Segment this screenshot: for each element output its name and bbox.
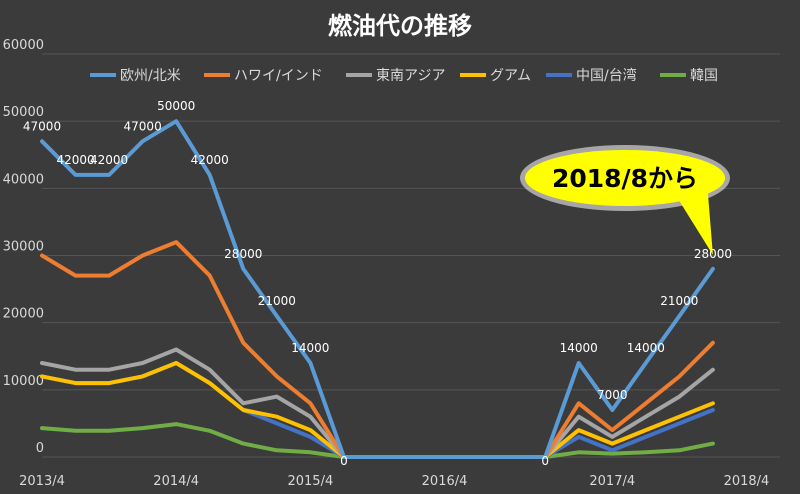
y-tick-label: 0 xyxy=(36,441,44,456)
y-tick-label: 60000 xyxy=(3,38,44,53)
legend-label: グアム xyxy=(490,68,531,84)
data-label: 21000 xyxy=(660,294,698,308)
data-label: 14000 xyxy=(291,341,329,355)
data-label: 50000 xyxy=(157,99,195,113)
legend-label: ハワイ/インド xyxy=(234,68,323,84)
data-label: 42000 xyxy=(56,153,94,167)
data-label: 21000 xyxy=(258,294,296,308)
x-tick-label: 2013/4 xyxy=(19,474,65,489)
annotation-bubble xyxy=(525,150,725,206)
data-label: 42000 xyxy=(191,153,229,167)
data-label: 0 xyxy=(541,454,549,468)
y-tick-label: 30000 xyxy=(3,240,44,255)
legend-label: 韓国 xyxy=(690,68,718,84)
y-axis-tick-labels: 0 10000 20000 30000 40000 50000 60000 xyxy=(3,38,44,456)
x-axis-tick-labels: 2013/4 2014/4 2015/4 2016/4 2017/4 2018/4 xyxy=(19,474,769,489)
y-tick-label: 10000 xyxy=(3,374,44,389)
y-tick-label: 50000 xyxy=(3,105,44,120)
data-label: 47000 xyxy=(23,119,61,133)
x-tick-label: 2016/4 xyxy=(422,474,468,489)
series-line xyxy=(40,119,715,459)
legend-label: 中国/台湾 xyxy=(576,67,637,84)
y-tick-label: 40000 xyxy=(3,172,44,187)
data-label: 14000 xyxy=(627,341,665,355)
grid-lines xyxy=(42,53,780,458)
x-tick-label: 2017/4 xyxy=(589,474,635,489)
x-tick-label: 2018/4 xyxy=(724,474,770,489)
data-label: 14000 xyxy=(560,341,598,355)
chart-title: 燃油代の推移 xyxy=(328,12,472,40)
data-labels: 4700042000420004700050000420002800021000… xyxy=(23,99,732,468)
annotation-text: 2018/8から xyxy=(552,164,698,193)
data-label: 28000 xyxy=(224,247,262,261)
legend-label: 東南アジア xyxy=(376,68,445,84)
data-label: 47000 xyxy=(124,119,162,133)
data-label: 7000 xyxy=(597,388,628,402)
x-tick-label: 2014/4 xyxy=(153,474,199,489)
legend-label: 欧州/北米 xyxy=(120,68,181,84)
data-label: 0 xyxy=(340,454,348,468)
y-tick-label: 20000 xyxy=(3,307,44,322)
series-lines xyxy=(40,119,715,459)
data-label: 28000 xyxy=(694,247,732,261)
annotation-callout: 2018/8から xyxy=(520,145,730,255)
legend: 欧州/北米 ハワイ/インド 東南アジア グアム 中国/台湾 韓国 xyxy=(90,67,718,84)
x-tick-label: 2015/4 xyxy=(287,474,333,489)
data-label: 42000 xyxy=(90,153,128,167)
